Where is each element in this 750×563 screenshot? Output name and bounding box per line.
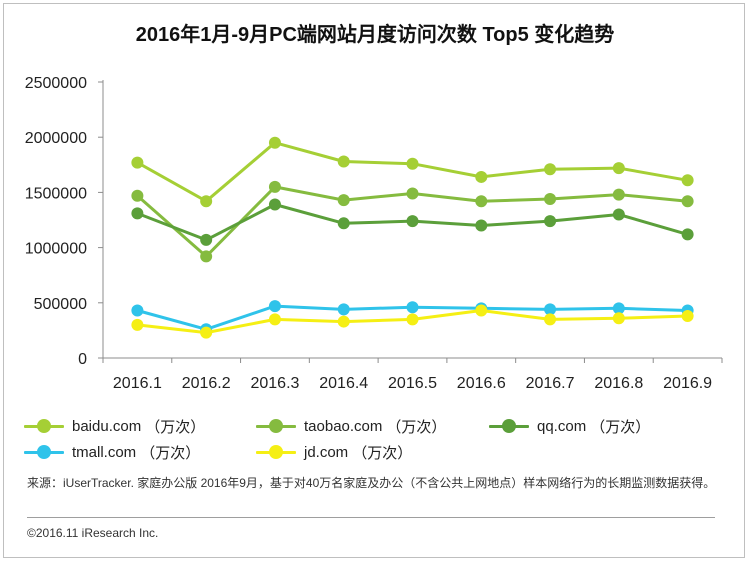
legend-series-name: taobao.com [304,417,383,435]
x-tick-label: 2016.2 [182,375,231,392]
data-point [268,198,281,211]
legend-marker [24,419,64,433]
legend-series-unit: （万次） [140,444,201,462]
x-tick-label: 2016.3 [250,375,299,392]
legend-marker [24,445,64,459]
data-point [337,315,350,328]
copyright: ©2016.11 iResearch Inc. [27,526,159,540]
data-point [337,155,350,168]
data-point [406,157,419,170]
data-point [268,313,281,326]
data-point [200,233,213,246]
data-point [544,193,557,206]
legend-dot-swatch [269,445,283,459]
data-point [406,313,419,326]
legend-item: baidu.com （万次） [24,414,205,438]
legend-series-name: baidu.com [72,417,142,435]
data-point [544,215,557,228]
data-point [612,312,625,325]
data-point [200,195,213,208]
data-point [612,162,625,175]
source-note: 来源：iUserTracker. 家庭办公版 2016年9月，基于对40万名家庭… [27,476,716,490]
chart-frame [3,3,745,558]
x-tick-label: 2016.5 [388,375,437,392]
y-tick-label: 2500000 [25,75,87,92]
data-point [131,318,144,331]
data-point [131,156,144,169]
data-point [268,180,281,193]
x-tick-label: 2016.7 [526,375,575,392]
series-baidu-com [131,136,694,208]
x-tick-label: 2016.4 [319,375,368,392]
legend-marker [256,445,296,459]
data-point [612,208,625,221]
x-tick-label: 2016.1 [113,375,162,392]
footer-divider [27,517,715,518]
data-point [475,219,488,232]
data-point [544,313,557,326]
y-tick-label: 500000 [34,296,87,313]
legend-series-unit: （万次） [145,418,206,436]
data-point [681,174,694,187]
series-tmall-com [131,300,694,336]
y-tick-label: 2000000 [25,130,87,147]
data-point [475,304,488,317]
data-point [681,310,694,323]
y-tick-label: 1000000 [25,241,87,258]
data-point [475,195,488,208]
data-point [406,187,419,200]
data-point [200,250,213,263]
data-point [681,195,694,208]
legend-dot-swatch [269,419,283,433]
y-tick-label: 0 [78,351,87,368]
data-point [475,170,488,183]
x-tick-label: 2016.6 [457,375,506,392]
data-point [337,217,350,230]
legend-series-unit: （万次） [352,444,413,462]
data-point [131,207,144,220]
data-point [337,194,350,207]
series-taobao-com [131,180,694,263]
x-tick-label: 2016.8 [594,375,643,392]
legend-dot-swatch [502,419,516,433]
series-qq-com [131,198,694,246]
data-point [131,189,144,202]
legend-item: qq.com （万次） [489,414,650,438]
data-point [406,215,419,228]
data-point [268,136,281,149]
data-point [268,300,281,313]
data-point [200,326,213,339]
legend-item: tmall.com （万次） [24,440,200,464]
data-point [612,302,625,315]
data-point [612,188,625,201]
data-point [406,301,419,314]
legend-series-unit: （万次） [386,418,447,436]
series-jd-com [131,304,694,339]
y-tick-label: 1500000 [25,185,87,202]
legend-series-unit: （万次） [590,418,651,436]
legend-dot-swatch [37,419,51,433]
x-tick-label: 2016.9 [663,375,712,392]
data-point [337,303,350,316]
chart-title: 2016年1月-9月PC端网站月度访问次数 Top5 变化趋势 [135,24,615,46]
data-point [131,304,144,317]
legend-series-name: jd.com [304,443,349,461]
legend-series-name: qq.com [537,417,587,435]
legend-marker [489,419,529,433]
legend-series-name: tmall.com [72,443,137,461]
data-point [544,303,557,316]
legend-marker [256,419,296,433]
data-point [681,228,694,241]
legend-item: jd.com （万次） [256,440,412,464]
legend-item: taobao.com （万次） [256,414,446,438]
legend-dot-swatch [37,445,51,459]
data-point [544,163,557,176]
